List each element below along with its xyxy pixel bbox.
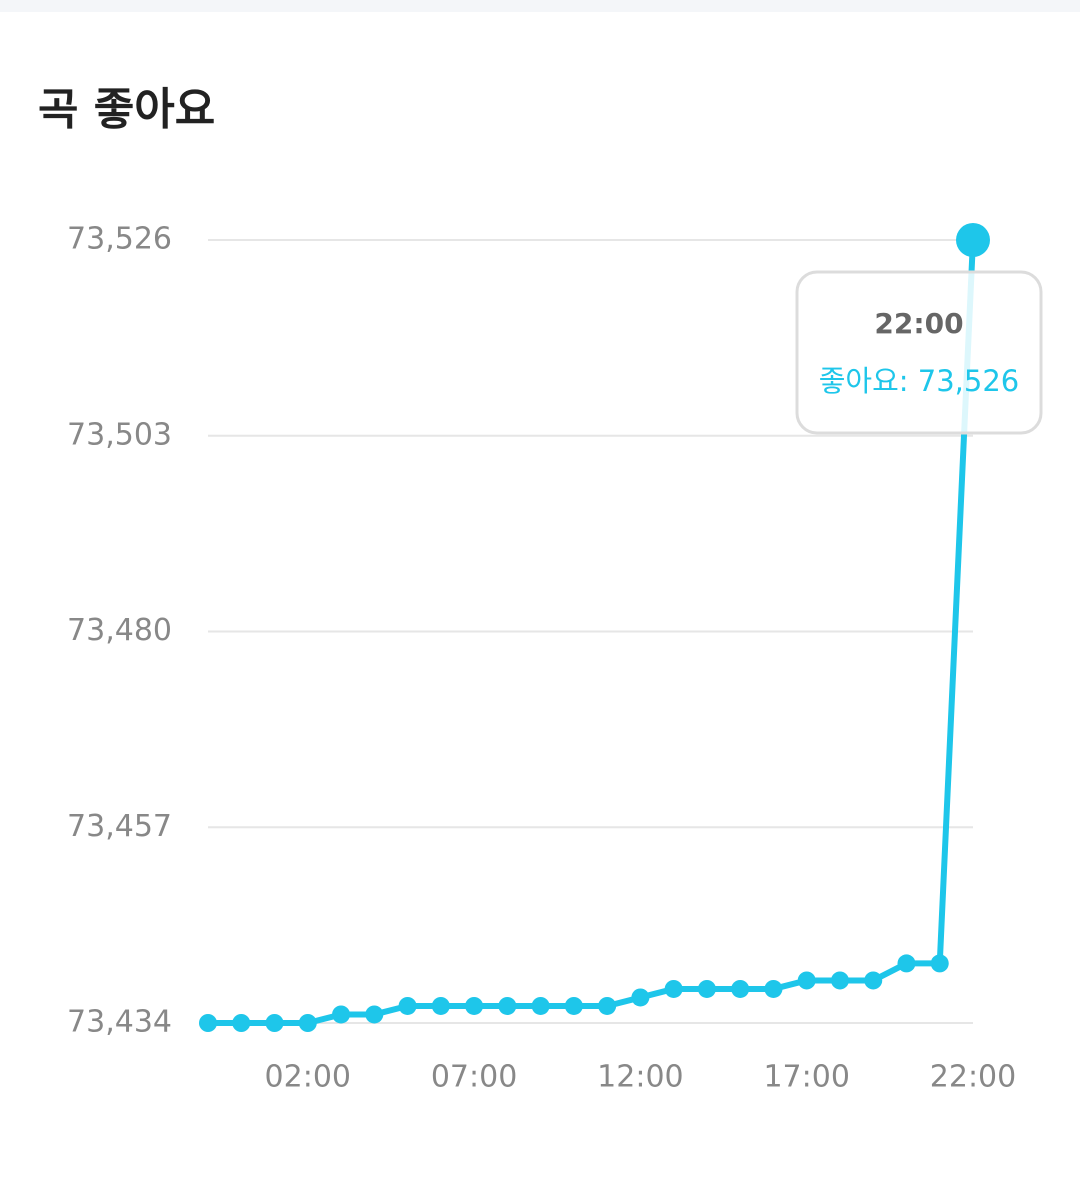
x-tick-label: 22:00: [930, 1060, 1016, 1095]
point: [365, 1005, 384, 1024]
x-tick-label: 07:00: [431, 1060, 517, 1095]
point: [897, 954, 916, 973]
point: [598, 996, 617, 1015]
y-tick-label: 73,434: [67, 1005, 172, 1040]
point: [697, 979, 716, 998]
tooltip: 22:00 좋아요: 73,526: [795, 270, 1043, 435]
y-tick-label: 73,480: [67, 613, 172, 648]
tooltip-box: [795, 270, 1043, 435]
point: [232, 1014, 251, 1032]
point: [531, 996, 550, 1015]
point: [498, 996, 517, 1015]
y-tick-label: 73,457: [67, 809, 172, 844]
point: [764, 979, 783, 998]
point: [199, 1014, 217, 1032]
x-tick-label: 02:00: [265, 1060, 351, 1095]
point: [398, 996, 417, 1015]
point: [830, 971, 849, 990]
x-tick-label: 12:00: [597, 1060, 683, 1095]
point: [564, 996, 583, 1015]
y-tick-label: 73,503: [67, 417, 172, 452]
point: [431, 996, 450, 1015]
point: [956, 223, 990, 257]
y-tick-label: 73,526: [67, 222, 172, 257]
point: [664, 979, 683, 998]
tooltip-value: 좋아요: 73,526: [819, 364, 1020, 398]
point: [797, 971, 816, 990]
top-strip: [0, 0, 1080, 12]
point: [332, 1005, 351, 1024]
tooltip-title: 22:00: [874, 307, 963, 340]
point: [298, 1014, 317, 1032]
point: [930, 954, 949, 973]
point: [731, 979, 750, 998]
point: [265, 1014, 284, 1032]
point: [465, 996, 484, 1015]
x-tick-label: 17:00: [763, 1060, 849, 1095]
chart-title: 곡 좋아요: [38, 84, 215, 135]
point: [631, 988, 650, 1007]
point: [864, 971, 883, 990]
